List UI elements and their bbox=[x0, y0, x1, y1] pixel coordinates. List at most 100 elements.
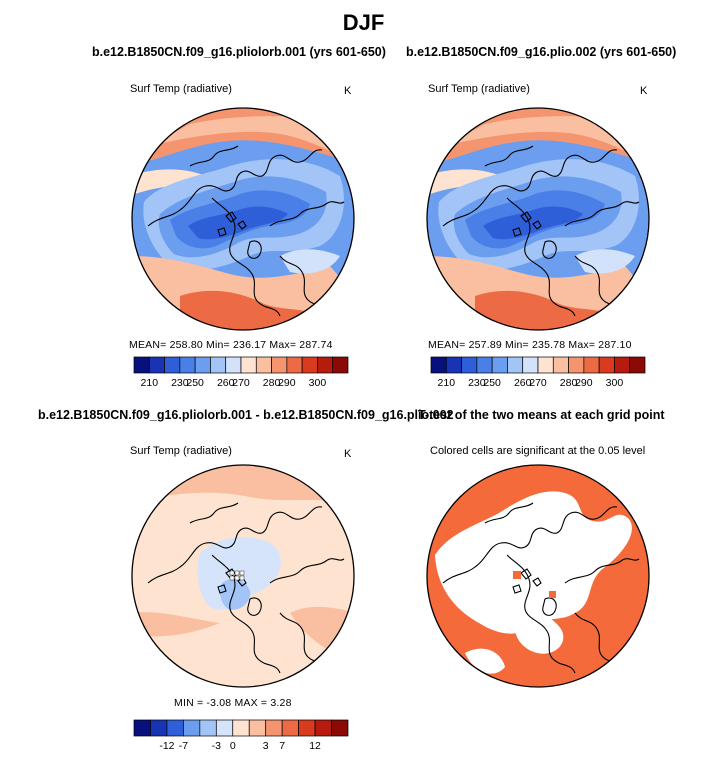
panel-3-title: b.e12.B1850CN.f09_g16.pliolorb.001 - b.e… bbox=[38, 408, 454, 422]
colorbar-box-1 bbox=[430, 356, 447, 374]
coastline-3 bbox=[564, 558, 640, 584]
colorbar-box-11 bbox=[583, 356, 600, 374]
temperature-region-2 bbox=[445, 116, 649, 166]
colorbar-box-11 bbox=[286, 356, 303, 374]
non-significant-region-1 bbox=[435, 491, 632, 634]
temperature-region-2 bbox=[150, 116, 354, 166]
temperature-region-10 bbox=[280, 249, 340, 274]
coastline-3 bbox=[269, 201, 345, 227]
panel-3-variable: Surf Temp (radiative) bbox=[130, 445, 232, 457]
colorbar-tick-label-5: 270 bbox=[529, 377, 547, 389]
colorbar-box-6 bbox=[507, 356, 524, 374]
colorbar-box-4 bbox=[476, 356, 493, 374]
grid-cell-3 bbox=[239, 570, 245, 576]
colorbar-box-14 bbox=[332, 356, 349, 374]
colorbar-box-12 bbox=[301, 356, 318, 374]
colorbar-tick-label-5: 3 bbox=[263, 740, 269, 752]
colorbar-box-1 bbox=[133, 719, 151, 737]
panel-1-title: b.e12.B1850CN.f09_g16.pliolorb.001 (yrs … bbox=[92, 45, 386, 59]
colorbar-box-5 bbox=[194, 356, 211, 374]
colorbar-box-2 bbox=[148, 356, 165, 374]
temperature-region-3 bbox=[427, 169, 505, 196]
panel-2-variable: Surf Temp (radiative) bbox=[428, 83, 530, 95]
colorbar-tick-label-2: -7 bbox=[179, 740, 188, 752]
coastline-5 bbox=[189, 502, 239, 524]
coastline-5 bbox=[189, 145, 239, 167]
panel-1-map bbox=[131, 107, 355, 331]
colorbar-tick-label-4: 260 bbox=[514, 377, 532, 389]
colorbar-tick-label-7: 290 bbox=[575, 377, 593, 389]
temperature-region-3 bbox=[132, 169, 210, 196]
colorbar-box-9 bbox=[552, 356, 569, 374]
colorbar-tick-label-7: 290 bbox=[278, 377, 296, 389]
panel-1-variable: Surf Temp (radiative) bbox=[130, 83, 232, 95]
grid-cell-1 bbox=[229, 570, 235, 576]
temperature-region-7 bbox=[483, 206, 583, 240]
coastline-2 bbox=[211, 197, 281, 317]
coastline-2 bbox=[506, 197, 576, 317]
panel-3-map bbox=[131, 464, 355, 688]
colorbar-box-1 bbox=[133, 356, 150, 374]
colorbar-tick-label-6: 7 bbox=[279, 740, 285, 752]
colorbar-box-14 bbox=[629, 356, 646, 374]
coastline-6 bbox=[512, 568, 542, 594]
colorbar-tick-label-1: 210 bbox=[141, 377, 159, 389]
colorbar-tick-label-1: -12 bbox=[159, 740, 174, 752]
panel-2-title: b.e12.B1850CN.f09_g16.plio.002 (yrs 601-… bbox=[406, 45, 677, 59]
colorbar-box-7 bbox=[522, 356, 539, 374]
colorbar-box-11 bbox=[298, 719, 316, 737]
colorbar-box-3 bbox=[164, 356, 181, 374]
temperature-region-7 bbox=[188, 206, 288, 240]
coastline-6 bbox=[512, 211, 542, 237]
colorbar-tick-label-3: 250 bbox=[483, 377, 501, 389]
colorbar-box-8 bbox=[240, 356, 257, 374]
coastline-1 bbox=[442, 506, 618, 584]
colorbar-tick-label-5: 270 bbox=[232, 377, 250, 389]
colorbar-box-7 bbox=[232, 719, 250, 737]
colorbar-tick-label-8: 300 bbox=[606, 377, 624, 389]
panel-4-title: T-test of the two means at each grid poi… bbox=[418, 408, 665, 422]
colorbar-box-7 bbox=[225, 356, 242, 374]
colorbar-box-6 bbox=[210, 356, 227, 374]
colorbar-box-6 bbox=[215, 719, 234, 737]
panel-1-stats: MEAN= 258.80 Min= 236.17 Max= 287.74 bbox=[129, 339, 333, 351]
colorbar-box-10 bbox=[271, 356, 288, 374]
temperature-region-3 bbox=[197, 537, 281, 610]
colorbar-box-10 bbox=[281, 719, 299, 737]
significant-cell-2 bbox=[549, 591, 556, 598]
map-boundary bbox=[426, 107, 650, 331]
coastline-6 bbox=[217, 211, 247, 237]
colorbar-tick-label-3: 250 bbox=[186, 377, 204, 389]
colorbar-tick-label-6: 280 bbox=[560, 377, 578, 389]
coastline-7 bbox=[542, 597, 557, 616]
coastline-3 bbox=[564, 201, 640, 227]
non-significant-region-3 bbox=[465, 648, 505, 674]
coastline-1 bbox=[147, 149, 323, 227]
colorbar-box-10 bbox=[568, 356, 585, 374]
colorbar-box-12 bbox=[314, 719, 332, 737]
temperature-region-4 bbox=[220, 578, 251, 610]
panel-2-units: K bbox=[640, 85, 648, 97]
coastline-1 bbox=[442, 149, 618, 227]
grid-cell-4 bbox=[229, 575, 235, 581]
colorbar-tick-label-8: 300 bbox=[309, 377, 327, 389]
map-boundary bbox=[426, 464, 650, 688]
coastline-5 bbox=[484, 145, 534, 167]
colorbar-box-2 bbox=[445, 356, 462, 374]
panel-3-stats: MIN = -3.08 MAX = 3.28 bbox=[174, 697, 292, 709]
non-significant-region-2 bbox=[514, 611, 564, 654]
colorbar-tick-label-2: 230 bbox=[171, 377, 189, 389]
grid-cell-6 bbox=[239, 575, 245, 581]
colorbar-tick-label-4: 260 bbox=[217, 377, 235, 389]
colorbar-box-4 bbox=[179, 356, 196, 374]
coastline-1 bbox=[147, 506, 323, 584]
colorbar-box-3 bbox=[166, 719, 184, 737]
panel-1-units: K bbox=[344, 85, 352, 97]
panel-4-map bbox=[426, 464, 650, 688]
significant-cell-1 bbox=[513, 571, 521, 579]
panel-4-variable: Colored cells are significant at the 0.0… bbox=[430, 445, 646, 457]
colorbar-box-13 bbox=[317, 356, 334, 374]
colorbar-box-3 bbox=[461, 356, 478, 374]
panel-2-stats: MEAN= 257.89 Min= 235.78 Max= 287.10 bbox=[428, 339, 632, 351]
